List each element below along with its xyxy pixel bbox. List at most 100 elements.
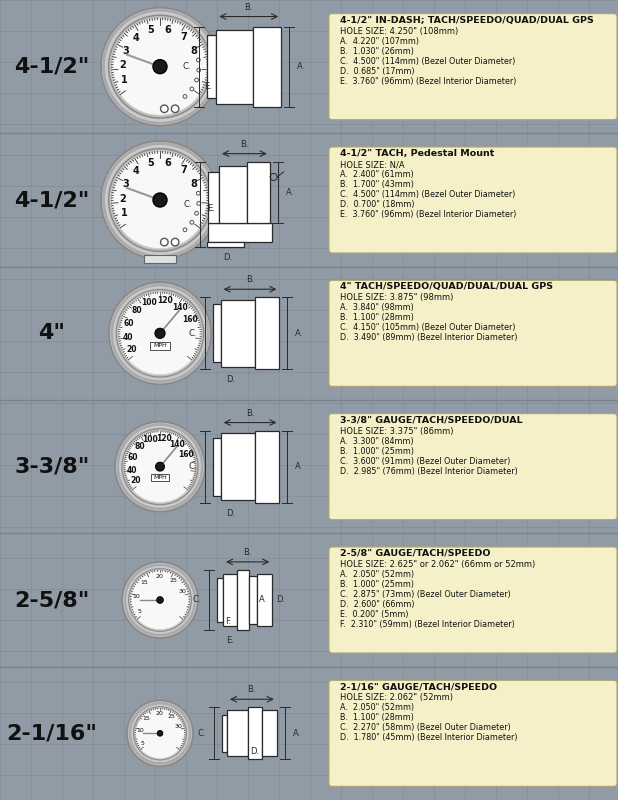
Text: 30: 30 (179, 590, 186, 594)
Text: E.  3.760" (96mm) (Bezel Interior Diameter): E. 3.760" (96mm) (Bezel Interior Diamete… (340, 77, 517, 86)
Circle shape (135, 708, 185, 758)
Circle shape (197, 191, 200, 195)
Bar (253, 26, 281, 106)
Text: 120: 120 (157, 297, 172, 306)
Circle shape (197, 58, 200, 62)
Bar (237, 570, 249, 630)
Text: F.  2.310" (59mm) (Bezel Interior Diameter): F. 2.310" (59mm) (Bezel Interior Diamete… (340, 620, 515, 629)
Text: 1: 1 (121, 74, 128, 85)
Text: 2-5/8": 2-5/8" (14, 590, 90, 610)
Text: 160: 160 (178, 450, 193, 459)
Circle shape (183, 94, 187, 98)
Circle shape (130, 570, 190, 630)
Text: 20: 20 (155, 710, 163, 716)
Text: 4-1/2" TACH, Pedestal Mount: 4-1/2" TACH, Pedestal Mount (340, 149, 494, 158)
Text: 3: 3 (122, 46, 129, 56)
Text: D.  2.985" (76mm) (Bezel Interior Diameter): D. 2.985" (76mm) (Bezel Interior Diamete… (340, 466, 518, 476)
Text: C.  4.500" (114mm) (Bezel Outer Diameter): C. 4.500" (114mm) (Bezel Outer Diameter) (340, 190, 515, 199)
Text: HOLE SIZE: 2.625" or 2.062" (66mm or 52mm): HOLE SIZE: 2.625" or 2.062" (66mm or 52m… (340, 560, 535, 569)
Text: MPH: MPH (153, 475, 167, 480)
Bar (255, 298, 279, 370)
Text: 4: 4 (132, 33, 139, 42)
Text: 5: 5 (137, 610, 142, 614)
Circle shape (171, 105, 179, 113)
Bar (221, 300, 255, 366)
Text: 140: 140 (172, 303, 188, 312)
Text: B.  1.000" (25mm): B. 1.000" (25mm) (340, 580, 414, 589)
Circle shape (161, 105, 168, 113)
FancyBboxPatch shape (329, 14, 617, 120)
Bar (217, 578, 223, 622)
Text: 20: 20 (130, 476, 141, 486)
Circle shape (153, 193, 167, 207)
Bar (256, 574, 273, 626)
FancyBboxPatch shape (329, 547, 617, 653)
Bar (262, 710, 277, 756)
Circle shape (190, 221, 193, 224)
Text: HOLE SIZE: 4.250" (108mm): HOLE SIZE: 4.250" (108mm) (340, 26, 459, 36)
Text: 5: 5 (141, 741, 145, 746)
Bar (249, 576, 256, 624)
Bar (255, 430, 279, 502)
Text: D.  1.780" (45mm) (Bezel Interior Diameter): D. 1.780" (45mm) (Bezel Interior Diamete… (340, 734, 517, 742)
Text: 100: 100 (141, 298, 157, 307)
Text: A.: A. (286, 188, 294, 197)
Text: 40: 40 (127, 466, 137, 475)
Circle shape (127, 700, 193, 766)
Circle shape (119, 292, 201, 374)
Text: 7: 7 (180, 166, 187, 175)
Bar (221, 714, 227, 752)
Text: C.  3.600" (91mm) (Bezel Outer Diameter): C. 3.600" (91mm) (Bezel Outer Diameter) (340, 457, 510, 466)
Circle shape (171, 238, 179, 246)
Text: 3: 3 (122, 179, 129, 189)
Text: 80: 80 (131, 306, 142, 315)
Text: C.  4.500" (114mm) (Bezel Outer Diameter): C. 4.500" (114mm) (Bezel Outer Diameter) (340, 57, 515, 66)
Text: C.: C. (188, 329, 197, 338)
Text: 100: 100 (142, 435, 158, 445)
Text: D.: D. (226, 375, 235, 385)
Text: A.  2.400" (61mm): A. 2.400" (61mm) (340, 170, 413, 179)
Text: 4-1/2": 4-1/2" (14, 190, 90, 210)
Text: C.  4.150" (105mm) (Bezel Outer Diameter): C. 4.150" (105mm) (Bezel Outer Diameter) (340, 323, 515, 332)
Circle shape (156, 462, 164, 471)
Text: 7: 7 (180, 32, 187, 42)
Text: HOLE SIZE: 2.062" (52mm): HOLE SIZE: 2.062" (52mm) (340, 694, 453, 702)
Circle shape (157, 597, 163, 603)
Text: B.: B. (245, 2, 253, 11)
Text: C.: C. (182, 62, 190, 71)
Text: 30: 30 (175, 724, 183, 729)
Circle shape (190, 87, 193, 91)
Bar (213, 305, 221, 362)
Text: 2: 2 (119, 60, 125, 70)
Circle shape (111, 18, 209, 115)
Text: 80: 80 (134, 442, 145, 451)
Text: A.  3.300" (84mm): A. 3.300" (84mm) (340, 437, 413, 446)
Bar (213, 438, 221, 495)
Text: 1: 1 (121, 208, 128, 218)
Text: D.  3.490" (89mm) (Bezel Interior Diameter): D. 3.490" (89mm) (Bezel Interior Diamete… (340, 334, 517, 342)
Text: 5: 5 (147, 25, 154, 35)
Text: B.  1.100" (28mm): B. 1.100" (28mm) (340, 314, 414, 322)
Circle shape (183, 228, 187, 232)
FancyBboxPatch shape (329, 147, 617, 253)
Text: D.  2.600" (66mm): D. 2.600" (66mm) (340, 600, 415, 609)
Bar (227, 710, 248, 756)
Bar (208, 172, 219, 223)
Text: A.  2.050" (52mm): A. 2.050" (52mm) (340, 570, 414, 579)
Text: E.  0.200" (5mm): E. 0.200" (5mm) (340, 610, 408, 619)
Text: 10: 10 (133, 594, 140, 599)
Circle shape (195, 78, 198, 82)
Text: F.: F. (225, 617, 231, 626)
Text: 25: 25 (170, 578, 177, 583)
Text: 3-3/8" GAUGE/TACH/SPEEDO/DUAL: 3-3/8" GAUGE/TACH/SPEEDO/DUAL (340, 416, 523, 425)
Circle shape (161, 238, 168, 246)
Text: 4" TACH/SPEEDO/QUAD/DUAL/DUAL GPS: 4" TACH/SPEEDO/QUAD/DUAL/DUAL GPS (340, 282, 553, 291)
Text: 60: 60 (128, 454, 138, 462)
Text: B.: B. (243, 548, 252, 557)
Text: E.  3.760" (96mm) (Bezel Interior Diameter): E. 3.760" (96mm) (Bezel Interior Diamete… (340, 210, 517, 219)
Text: D.: D. (276, 595, 286, 605)
Bar (221, 434, 255, 500)
Circle shape (197, 202, 201, 206)
Text: B.  1.100" (28mm): B. 1.100" (28mm) (340, 714, 414, 722)
Circle shape (157, 730, 163, 736)
